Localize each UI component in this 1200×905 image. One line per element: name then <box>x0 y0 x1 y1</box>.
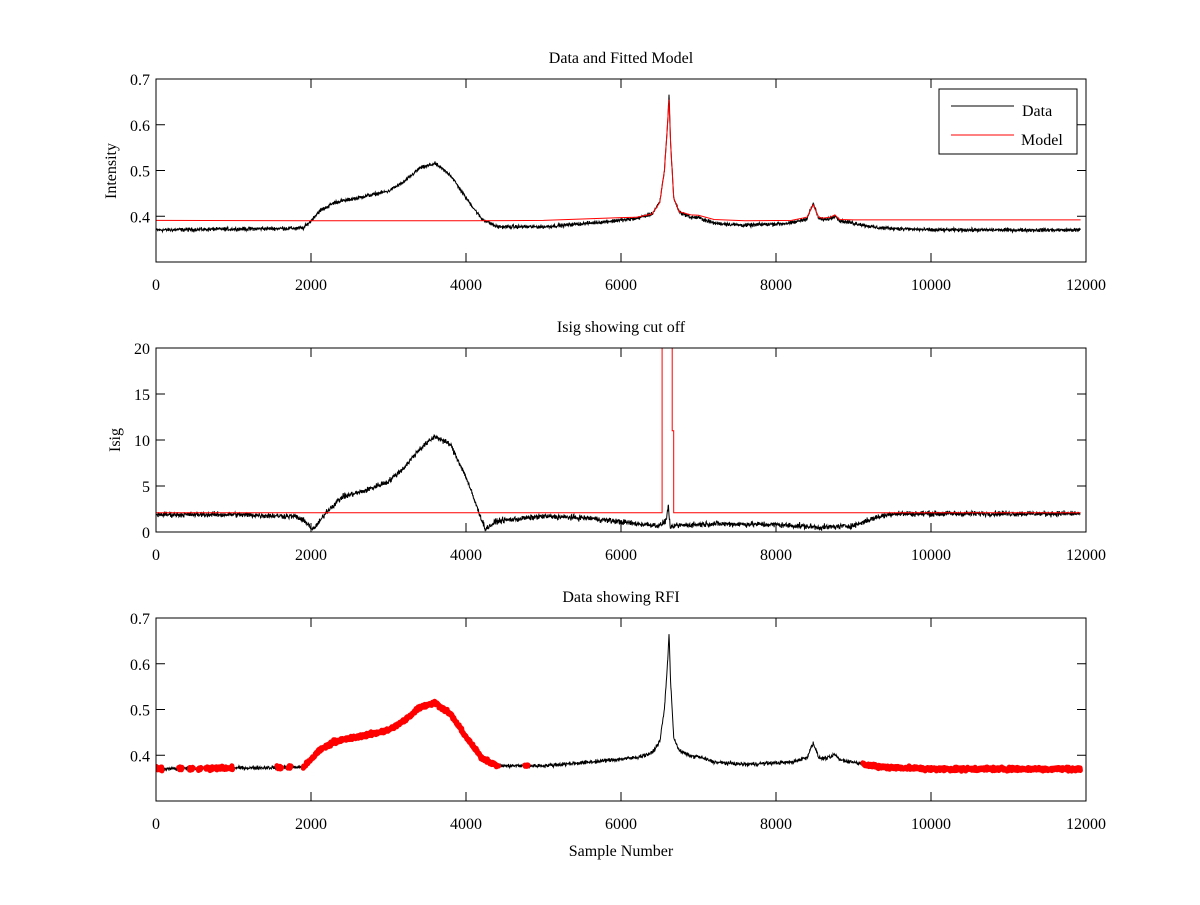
series-line-data <box>156 634 1081 773</box>
rfi-flagged-segment <box>176 764 185 773</box>
x-tick-label: 10000 <box>911 816 951 833</box>
rfi-flagged-segment <box>195 765 204 773</box>
x-tick-label: 4000 <box>450 816 482 833</box>
rfi-flagged-segment <box>274 763 285 772</box>
legend-box <box>938 88 1078 155</box>
x-tick-label: 12000 <box>1066 277 1106 294</box>
rfi-flagged-segment <box>187 764 196 773</box>
x-tick-label: 6000 <box>605 547 637 564</box>
y-tick-label: 0.5 <box>130 703 150 720</box>
series-line-cut-off <box>156 348 1081 514</box>
x-tick-label: 4000 <box>450 547 482 564</box>
x-tick-label: 10000 <box>911 277 951 294</box>
x-tick-label: 2000 <box>295 816 327 833</box>
panel-data-and-fitted-model: Data and Fitted Model Intensity 0 2000 400… <box>103 50 1106 294</box>
axes: 0 2000 4000 6000 8000 10000 12000 0.4 0.5 0.6 0.7 <box>130 72 1106 294</box>
x-tick-label: 12000 <box>1066 547 1106 564</box>
plot-area <box>156 94 1081 234</box>
y-tick-label: 0.7 <box>130 72 150 89</box>
x-tick-label: 0 <box>152 816 160 833</box>
axes: 0 2000 4000 6000 8000 10000 12000 0.4 0.5 0.6 0.7 <box>130 611 1106 833</box>
x-tick-label: 2000 <box>295 277 327 294</box>
x-tick-label: 0 <box>152 277 160 294</box>
y-tick-label: 0.4 <box>130 748 150 765</box>
y-tick-label: 10 <box>134 433 150 450</box>
y-tick-label: 5 <box>142 479 150 496</box>
x-tick-label: 10000 <box>911 547 951 564</box>
panel-isig-cut-off: Isig showing cut off Isig 0 2000 4000 6000 8… <box>107 319 1106 564</box>
x-tick-label: 6000 <box>605 816 637 833</box>
series-line-model <box>156 99 1081 222</box>
series-layer <box>156 634 1083 774</box>
rfi-flagged-segment <box>156 764 165 774</box>
x-tick-label: 12000 <box>1066 816 1106 833</box>
y-tick-label: 0.6 <box>130 657 150 674</box>
legend-label-data: Data <box>1022 103 1052 120</box>
y-tick-label: 20 <box>134 341 150 358</box>
rfi-flagged-segment <box>285 763 294 771</box>
plot-area <box>156 634 1083 774</box>
rfi-flagged-segment <box>522 762 531 769</box>
y-axis-label: Isig <box>107 428 124 452</box>
plot-area <box>156 348 1081 532</box>
y-axis-label: Intensity <box>103 143 120 199</box>
panel-title: Isig showing cut off <box>557 319 686 336</box>
panel-title: Data showing RFI <box>562 589 679 606</box>
axes: 0 2000 4000 6000 8000 10000 12000 0 5 10 15 20 <box>134 341 1106 564</box>
y-tick-label: 0.5 <box>130 164 150 181</box>
panel-title: Data and Fitted Model <box>549 50 694 67</box>
x-tick-label: 6000 <box>605 277 637 294</box>
y-tick-label: 15 <box>134 387 150 404</box>
x-tick-label: 4000 <box>450 277 482 294</box>
panel-data-showing-rfi: Data showing RFI Sample Number 0 2000 4000… <box>130 589 1106 860</box>
rfi-flagged-segment <box>203 763 236 774</box>
y-tick-label: 0.4 <box>130 209 150 226</box>
y-tick-label: 0.6 <box>130 118 150 135</box>
rfi-flagged-segment <box>300 698 502 771</box>
x-tick-label: 0 <box>152 547 160 564</box>
rfi-flagged-segment <box>860 760 1083 774</box>
x-tick-label: 2000 <box>295 547 327 564</box>
x-axis-label: Sample Number <box>569 843 674 860</box>
y-tick-label: 0.7 <box>130 611 150 628</box>
series-layer <box>156 94 1081 234</box>
axes-frame <box>155 347 1087 533</box>
x-tick-label: 8000 <box>760 816 792 833</box>
series-line-data <box>156 94 1081 234</box>
x-tick-label: 8000 <box>760 277 792 294</box>
legend-label-model: Model <box>1021 132 1063 149</box>
x-tick-label: 8000 <box>760 547 792 564</box>
y-tick-label: 0 <box>142 525 150 542</box>
series-layer <box>156 348 1081 532</box>
legend: Data Model <box>938 88 1078 155</box>
axes-frame <box>155 617 1087 802</box>
series-line-isig <box>156 434 1081 532</box>
